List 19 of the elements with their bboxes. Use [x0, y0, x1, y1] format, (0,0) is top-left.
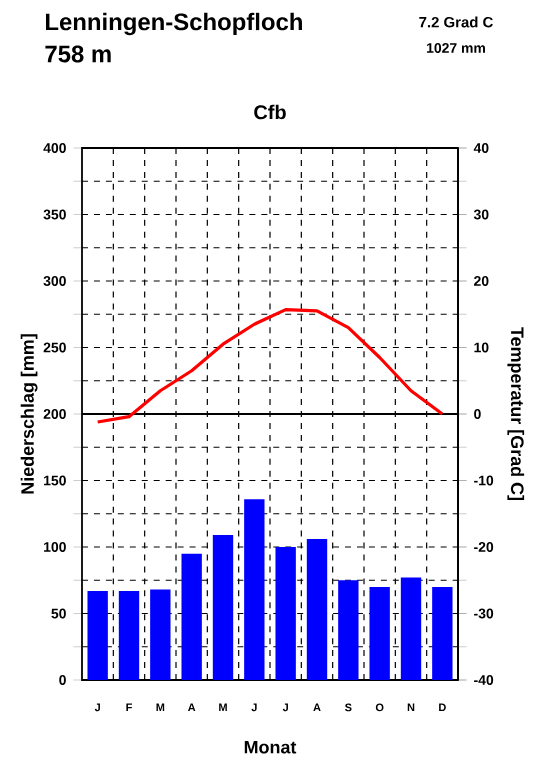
chart-title: Lenningen-Schopfloch [45, 12, 302, 36]
bar [181, 553, 202, 680]
bar [118, 590, 140, 680]
line-series [96, 307, 444, 424]
text: Cfb [254, 104, 286, 120]
bar [432, 586, 453, 680]
bar [212, 535, 234, 680]
y-axis-title: Niederschlag [mm] [20, 334, 38, 494]
bar [244, 499, 265, 680]
bar [338, 580, 359, 680]
bar [400, 577, 422, 680]
bar [87, 590, 108, 680]
bar [150, 589, 171, 680]
x-axis-title: Monat [244, 740, 297, 754]
bar [275, 547, 296, 680]
y2-axis-title: Temperatur [Grad C] [507, 327, 525, 500]
bar [306, 539, 328, 680]
bar [369, 586, 390, 680]
chart-subtitle: 758 m [45, 45, 111, 63]
